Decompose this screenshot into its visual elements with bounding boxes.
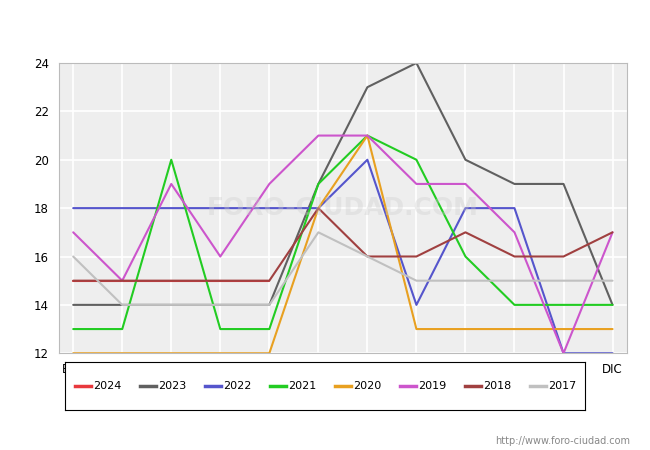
Text: Afiliados en Triollo a 31/5/2024: Afiliados en Triollo a 31/5/2024	[191, 20, 459, 38]
Text: 2023: 2023	[158, 381, 186, 391]
Text: 2022: 2022	[223, 381, 252, 391]
Text: 2024: 2024	[93, 381, 122, 391]
Text: 2019: 2019	[418, 381, 446, 391]
Text: 2018: 2018	[483, 381, 511, 391]
Text: 2021: 2021	[288, 381, 316, 391]
Text: 2017: 2017	[548, 381, 576, 391]
Text: 2020: 2020	[353, 381, 381, 391]
Text: http://www.foro-ciudad.com: http://www.foro-ciudad.com	[495, 436, 630, 446]
Text: FORO-CIUDAD.COM: FORO-CIUDAD.COM	[207, 196, 479, 220]
